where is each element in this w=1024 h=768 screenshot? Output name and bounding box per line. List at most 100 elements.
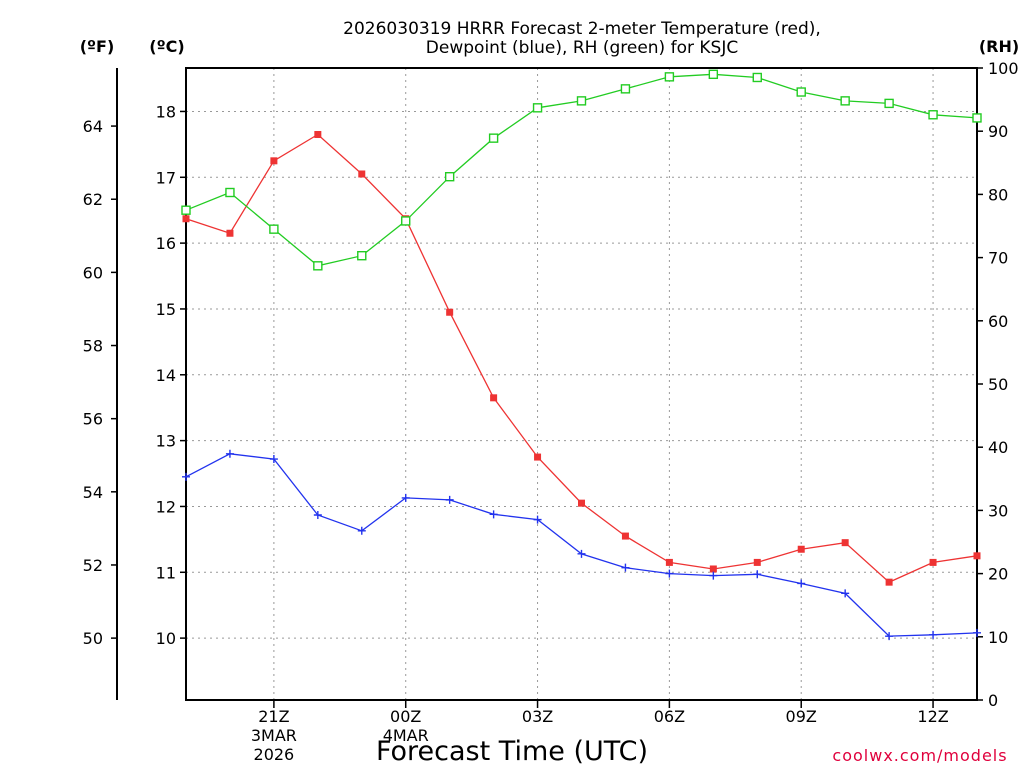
fahrenheit-tick-label: 54	[83, 483, 103, 502]
series-layer	[181, 69, 982, 641]
dewpoint-point	[489, 510, 498, 519]
rh-tick-label: 50	[988, 375, 1008, 394]
rh-point	[225, 187, 235, 198]
gridlines	[186, 68, 977, 700]
dewpoint-point	[841, 589, 850, 598]
dewpoint-point	[973, 628, 981, 637]
dewpoint-point	[621, 563, 630, 572]
rh-point	[884, 98, 894, 109]
temperature-point	[270, 157, 278, 165]
celsius-tick-label: 11	[156, 563, 176, 582]
temperature-point	[753, 558, 761, 566]
dewpoint-point	[225, 449, 234, 458]
rh-tick-label: 20	[988, 565, 1008, 584]
temperature-point	[621, 532, 629, 540]
rh-point	[708, 69, 719, 80]
time-tick-label: 12Z	[917, 707, 948, 726]
dewpoint-point	[182, 472, 190, 481]
dewpoint-point	[445, 495, 454, 504]
date-tick-label: 3MAR	[251, 726, 297, 745]
rh-unit-label: (RH)	[979, 37, 1019, 56]
rh-point	[313, 261, 323, 271]
fahrenheit-tick-label: 62	[83, 190, 103, 209]
rh-tick-label: 60	[988, 312, 1008, 331]
fahrenheit-tick-label: 60	[83, 263, 103, 282]
fahrenheit-axis: 50 52 54 56 58 60 62 64	[83, 117, 117, 648]
time-tick-label: 06Z	[654, 707, 685, 726]
plot-frame	[185, 67, 978, 701]
rh-tick-label: 10	[988, 628, 1008, 647]
temperature-point	[226, 229, 234, 237]
celsius-tick-label: 16	[156, 234, 176, 253]
temperature-point	[314, 130, 322, 138]
dewpoint-point	[929, 630, 938, 639]
temperature-point	[709, 565, 717, 573]
x-axis-title: Forecast Time (UTC)	[376, 736, 648, 767]
rh-point	[401, 216, 411, 226]
temperature-point	[490, 394, 498, 402]
fahrenheit-tick-label: 58	[83, 337, 103, 356]
temperature-point	[358, 170, 366, 178]
celsius-axis: 10 11 12 13 14 15 16 17 18	[156, 102, 186, 648]
fahrenheit-unit-label: (ºF)	[80, 37, 115, 56]
rh-tick-label: 80	[988, 185, 1008, 204]
chart-title: 2026030319 HRRR Forecast 2-meter Tempera…	[343, 19, 821, 58]
dewpoint-point	[885, 632, 894, 641]
rh-point	[972, 113, 982, 123]
fahrenheit-tick-label: 52	[83, 556, 103, 575]
time-tick-label: 03Z	[522, 707, 553, 726]
celsius-tick-label: 17	[156, 168, 176, 187]
temperature-point	[182, 215, 190, 223]
temperature-point	[578, 499, 585, 507]
rh-point	[840, 96, 850, 106]
temperature-point	[841, 539, 849, 547]
rh-point	[752, 72, 762, 83]
fahrenheit-tick-label: 50	[83, 629, 103, 648]
celsius-tick-label: 15	[156, 300, 176, 319]
dewpoint-point	[401, 493, 410, 502]
celsius-tick-label: 18	[156, 102, 176, 121]
year-tick-label: 2026	[254, 745, 295, 764]
rh-axis: 0 10 20 30 40 50 60 70 80 90 100	[977, 59, 1019, 710]
dewpoint-point	[753, 570, 762, 579]
date-tick-label: 4MAR	[383, 726, 429, 745]
time-tick-label: 00Z	[390, 707, 421, 726]
rh-point	[269, 224, 279, 234]
rh-point	[444, 172, 455, 182]
rh-point	[181, 205, 191, 215]
dewpoint-point	[357, 526, 366, 535]
rh-tick-label: 100	[988, 59, 1019, 78]
rh-point	[796, 87, 806, 97]
temperature-point	[885, 578, 893, 586]
dewpoint-point	[533, 515, 542, 524]
time-tick-label: 21Z	[258, 707, 289, 726]
rh-point	[928, 110, 938, 120]
title-line: Dewpoint (blue), RH (green) for KSJC	[426, 38, 738, 58]
rh-point	[488, 133, 499, 143]
fahrenheit-tick-label: 56	[83, 410, 103, 429]
credit-link[interactable]: coolwx.com/models	[832, 746, 1007, 765]
temperature-point	[973, 552, 981, 560]
rh-point	[532, 103, 543, 113]
rh-point	[620, 84, 631, 94]
celsius-tick-label: 12	[156, 497, 176, 516]
celsius-tick-label: 10	[156, 629, 176, 648]
dewpoint-line	[185, 453, 978, 637]
dewpoint-point	[665, 569, 674, 578]
time-tick-label: 09Z	[786, 707, 817, 726]
dewpoint-point	[797, 579, 806, 588]
temperature-point	[929, 558, 937, 566]
temperature-point	[797, 545, 805, 553]
dewpoint-point	[313, 511, 322, 520]
rh-tick-label: 70	[988, 249, 1008, 268]
title-line: 2026030319 HRRR Forecast 2-meter Tempera…	[343, 19, 821, 39]
temperature-point	[534, 453, 542, 461]
temperature-point	[665, 558, 673, 566]
celsius-tick-label: 13	[156, 432, 176, 451]
celsius-unit-label: (ºC)	[149, 37, 184, 56]
dewpoint-point	[709, 571, 718, 580]
celsius-tick-label: 14	[156, 366, 176, 385]
rh-point	[576, 96, 587, 106]
temperature-point	[446, 308, 454, 316]
